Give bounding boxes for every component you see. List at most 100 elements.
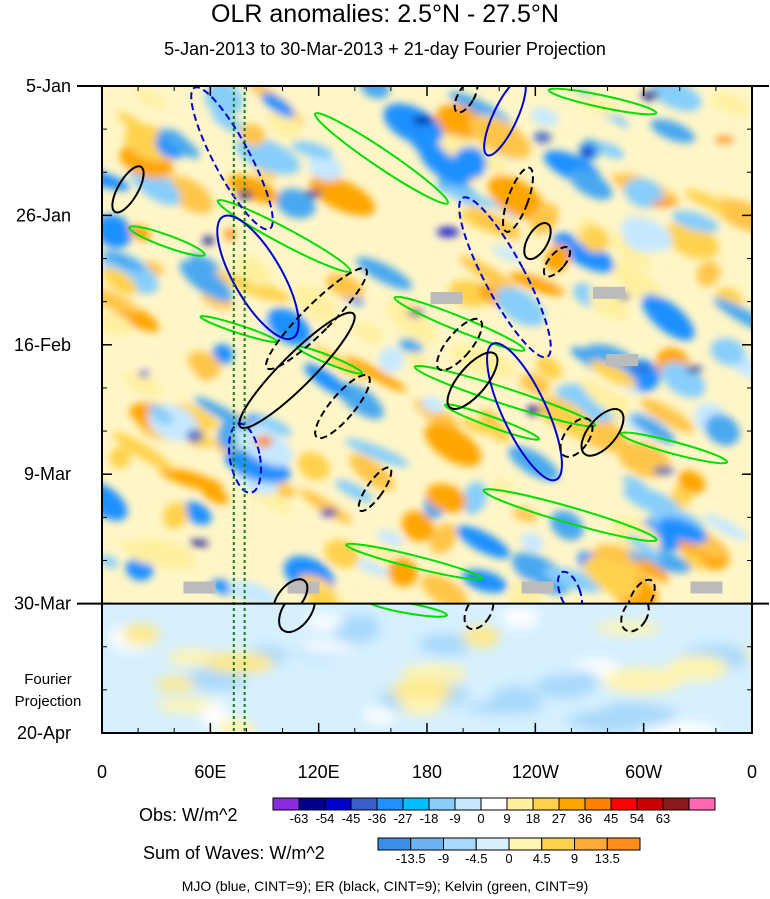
field-blob [399,338,423,354]
er-contour [357,466,393,513]
field-blob [148,404,173,426]
field-blob [187,351,222,377]
field-blob [356,257,413,290]
field-blob [102,285,139,314]
field-core [629,365,653,373]
field-core [412,116,435,125]
field-blob [102,251,144,272]
field-core [304,190,322,198]
obs-colorbar-swatch [428,797,456,811]
obs-colorbar-level: -36 [368,811,387,826]
obs-colorbar-level: 54 [630,811,644,826]
kelvin-contour [413,364,597,428]
field-blob [583,556,639,598]
field-blob [204,86,244,117]
field-blob [627,535,663,562]
waves-colorbar-level: 9 [571,851,578,866]
obs-colorbar-level: 27 [552,811,566,826]
missing-data-patch [593,286,625,299]
field-blob [255,415,292,436]
obs-colorbar-swatch [454,797,482,811]
waves-colorbar-level: 4.5 [533,851,551,866]
projection-blob [502,607,539,629]
field-blob [550,510,584,541]
obs-colorbar-swatch [662,797,690,811]
er-contour [272,578,309,603]
field-blob [461,481,488,515]
obs-colorbar-swatch [480,797,508,811]
field-blob [194,397,252,431]
waves-colorbar-level: 13.5 [595,851,620,866]
mjo-contour [486,342,563,482]
waves-colorbar-label: Sum of Waves: W/m^2 [143,843,325,863]
er-contour [542,246,572,278]
field-blob [309,175,376,216]
obs-colorbar-swatch [350,797,378,811]
field-blob [703,514,749,541]
obs-colorbar-swatch [688,797,716,811]
er-contour [238,311,356,430]
obs-colorbar-swatch [402,797,430,811]
field-blob [324,539,360,569]
field-blob [179,260,233,302]
field-blob [308,154,343,181]
kelvin-contour [199,315,278,343]
field-blob [112,431,174,472]
er-contour [463,603,495,631]
field-blob [713,297,752,335]
field-blob [345,438,409,467]
field-core [581,146,594,158]
field-blob [710,337,745,366]
field-blob [212,344,234,365]
field-blob [611,260,665,306]
field-blob [609,234,652,269]
kelvin-contour [619,431,729,465]
mjo-contour [190,86,274,231]
projection-field [102,603,752,733]
mjo-contour [483,86,527,157]
field-blob [492,245,520,262]
missing-data-patch [287,581,320,594]
field-blob [120,539,151,565]
field-blob [429,523,458,554]
field-blob [696,261,721,287]
field-blob [134,88,167,109]
projection-blob [201,702,230,729]
obs-colorbar-level: 45 [604,811,618,826]
y-tick-label: 16-Feb [14,335,71,355]
projection-blob [463,625,500,648]
er-contour [314,373,371,440]
projection-blob [363,707,397,724]
obs-colorbar-swatch [610,797,638,811]
field-blob [401,510,435,542]
field-blob [456,525,511,559]
obs-colorbar-swatch [376,797,404,811]
projection-blob [646,707,677,723]
missing-data-patch [521,581,554,594]
field-blob [630,413,676,444]
field-blob [569,168,613,200]
field-blob [261,92,295,118]
field-blob [459,255,521,294]
er-contour [265,267,368,371]
x-tick-label: 60W [625,762,662,782]
field-blob [353,321,383,344]
mjo-contour [458,196,552,359]
field-blob [580,225,610,253]
obs-colorbar-swatch [324,797,352,811]
projection-blob [565,713,603,727]
field-blob [253,166,277,181]
obs-colorbar-level: 18 [526,811,540,826]
missing-data-patch [183,581,216,594]
field-blob [304,363,348,397]
field-blob [684,189,728,212]
field-blob [183,501,212,525]
field-core [320,508,338,517]
y-tick-label: 30-Mar [14,594,71,614]
field-blob [595,142,625,159]
field-core [224,228,236,241]
projection-blob [594,621,662,635]
field-blob [159,467,224,492]
kelvin-contour [482,488,658,543]
field-blob [556,383,618,423]
